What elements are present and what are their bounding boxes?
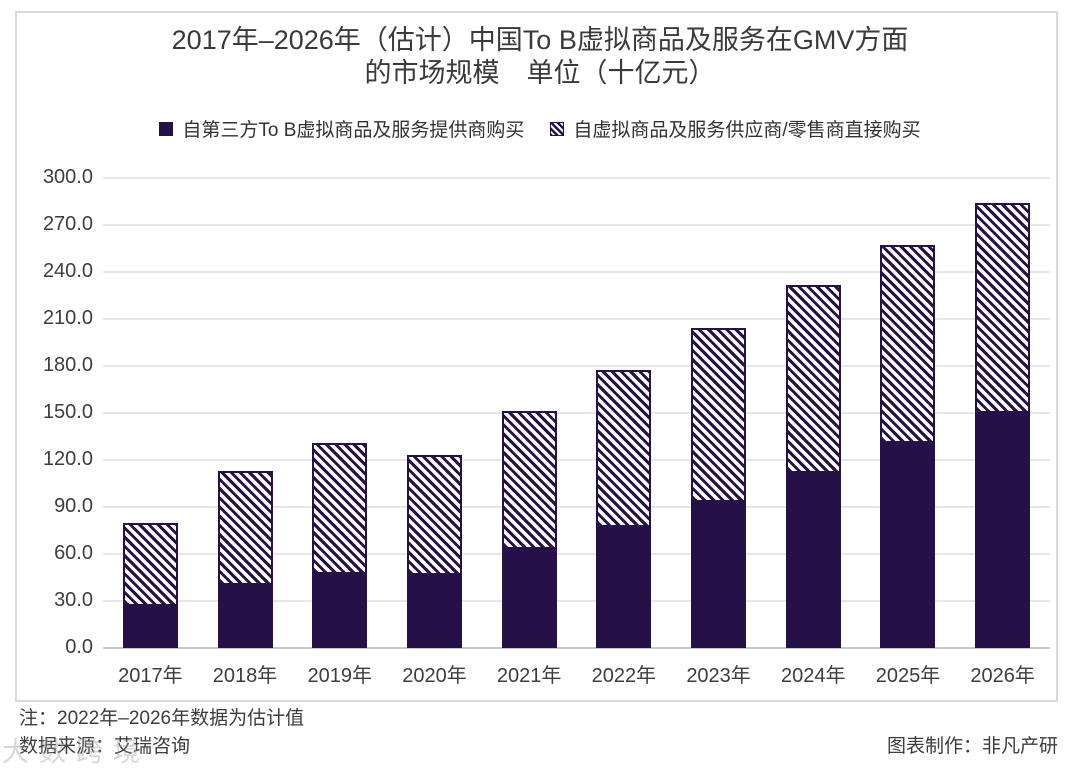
y-tick-label: 270.0 — [42, 213, 93, 235]
y-tick-label: 300.0 — [42, 166, 93, 188]
legend-label: 自虚拟商品及服务供应商/零售商直接购买 — [573, 120, 921, 141]
bar-segment-third-party — [312, 574, 368, 648]
bar-segment-third-party — [406, 575, 462, 648]
bar-segment-third-party — [880, 442, 936, 648]
bar-2023年 — [691, 327, 747, 648]
y-tick-label: 150.0 — [42, 401, 93, 423]
bar-column-2017年 — [103, 178, 198, 648]
gridline-210 — [103, 318, 1050, 320]
y-tick-label: 240.0 — [42, 260, 93, 282]
bar-column-2020年 — [387, 178, 482, 648]
bar-segment-third-party — [122, 605, 178, 648]
bar-segment-direct — [596, 369, 652, 527]
x-tick-label: 2019年 — [307, 665, 373, 687]
legend-item-direct: 自虚拟商品及服务供应商/零售商直接购买 — [550, 115, 921, 142]
bar-2019年 — [312, 442, 368, 648]
x-tick-label: 2020年 — [402, 665, 467, 687]
data-source: 数据来源：艾瑞咨询 — [19, 736, 191, 757]
bar-2026年 — [975, 203, 1031, 648]
x-tick-label: 2022年 — [591, 665, 657, 687]
bar-column-2025年 — [861, 178, 956, 648]
bar-2022年 — [596, 369, 652, 648]
bar-segment-third-party — [785, 473, 841, 648]
chart-title-line2: 的市场规模 单位（十亿元） — [364, 58, 716, 88]
gridline-0 — [103, 647, 1050, 649]
bar-segment-direct — [217, 470, 273, 586]
y-tick-label: 90.0 — [54, 495, 93, 517]
y-tick-label: 30.0 — [54, 589, 93, 611]
bar-segment-direct — [122, 522, 178, 606]
bar-column-2021年 — [482, 178, 577, 648]
bar-column-2019年 — [292, 178, 387, 648]
x-tick-label: 2023年 — [686, 665, 751, 687]
gridline-30 — [103, 600, 1050, 602]
y-tick-label: 60.0 — [54, 542, 93, 564]
x-tick-label: 2026年 — [970, 665, 1035, 687]
y-tick-label: 180.0 — [42, 354, 93, 376]
legend-item-third-party: 自第三方To B虚拟商品及服务提供商购买 — [159, 115, 524, 142]
bar-column-2018年 — [198, 178, 293, 648]
x-tick-label: 2017年 — [118, 665, 183, 687]
bar-column-2023年 — [671, 178, 766, 648]
bar-2021年 — [501, 411, 557, 648]
gridline-90 — [103, 506, 1050, 508]
chart-title: 2017年–2026年（估计）中国To B虚拟商品及服务在GMV方面 的市场规模… — [0, 24, 1080, 90]
bar-segment-third-party — [691, 502, 747, 648]
gridline-120 — [103, 459, 1050, 461]
bars-layer — [103, 178, 1050, 648]
legend: 自第三方To B虚拟商品及服务提供商购买 自虚拟商品及服务供应商/零售商直接购买 — [0, 115, 1080, 142]
bar-column-2024年 — [766, 178, 861, 648]
bar-2018年 — [217, 470, 273, 648]
footnote: 注：2022年–2026年数据为估计值 — [19, 708, 305, 729]
plot-area: 0.0 30.0 60.0 90.0 120.0 150.0 180.0 210.0 240.0… — [43, 166, 1050, 658]
gridline-240 — [103, 271, 1050, 273]
gridline-270 — [103, 224, 1050, 226]
chart-title-line1: 2017年–2026年（估计）中国To B虚拟商品及服务在GMV方面 — [171, 25, 909, 55]
gridline-60 — [103, 553, 1050, 555]
y-tick-label: 120.0 — [42, 448, 93, 470]
x-tick-label: 2024年 — [781, 665, 846, 687]
bar-segment-direct — [975, 203, 1031, 413]
hatched-square-icon — [550, 121, 565, 136]
gridline-150 — [103, 412, 1050, 414]
bar-2024年 — [785, 284, 841, 648]
bar-segment-direct — [406, 455, 462, 576]
bar-2025年 — [880, 245, 936, 648]
gridline-180 — [103, 365, 1050, 367]
bar-2020年 — [406, 455, 462, 648]
x-tick-label: 2021年 — [496, 665, 562, 687]
bar-segment-direct — [312, 442, 368, 575]
bar-2017年 — [122, 522, 178, 648]
bar-segment-direct — [785, 284, 841, 474]
bar-segment-third-party — [975, 413, 1031, 648]
x-tick-label: 2018年 — [212, 665, 278, 687]
y-tick-label: 210.0 — [42, 307, 93, 329]
bar-segment-direct — [880, 245, 936, 443]
bar-segment-direct — [691, 327, 747, 503]
bar-segment-third-party — [501, 549, 557, 648]
x-tick-label: 2025年 — [875, 665, 941, 687]
solid-square-icon — [159, 121, 174, 136]
chart-credit: 图表制作：非凡产研 — [886, 736, 1058, 757]
gridline-300 — [103, 177, 1050, 179]
bar-column-2022年 — [577, 178, 672, 648]
y-tick-label: 0.0 — [65, 636, 93, 658]
bar-column-2026年 — [955, 178, 1050, 648]
x-axis-labels: 2017年 2018年 2019年 2020年 2021年 2022年 2023年 2024年… — [103, 659, 1050, 688]
legend-label: 自第三方To B虚拟商品及服务提供商购买 — [182, 120, 525, 141]
bar-segment-direct — [501, 411, 557, 550]
bar-segment-third-party — [596, 526, 652, 648]
bar-segment-third-party — [217, 585, 273, 648]
